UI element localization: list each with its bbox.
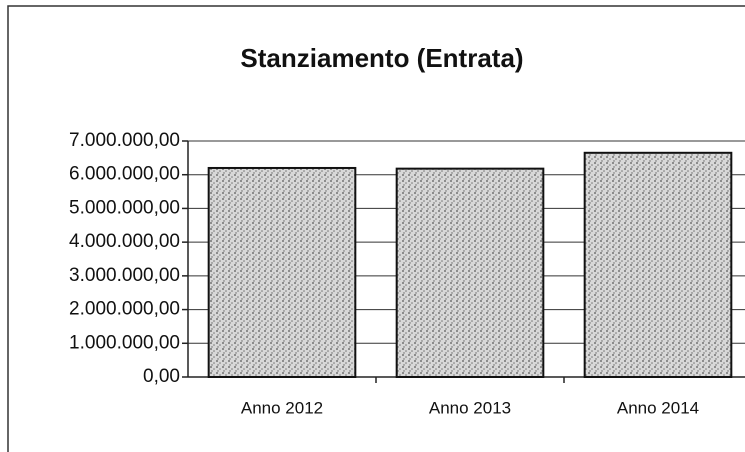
y-tick-label: 4.000.000,00 [69, 231, 180, 252]
bar [583, 151, 733, 378]
x-tick-label: Anno 2012 [241, 398, 323, 417]
y-tick-label: 1.000.000,00 [69, 332, 180, 353]
bar [207, 166, 357, 378]
x-tick-label: Anno 2013 [429, 398, 511, 417]
y-tick-label: 6.000.000,00 [69, 164, 180, 185]
chart-title: Stanziamento (Entrata) [240, 43, 523, 73]
y-tick-label: 5.000.000,00 [69, 197, 180, 218]
y-tick-label: 7.000.000,00 [69, 130, 180, 151]
x-tick-label: Anno 2014 [617, 398, 699, 417]
chart-frame [7, 5, 745, 452]
y-tick-label: 0,00 [143, 366, 180, 387]
bar [395, 167, 545, 378]
y-tick-label: 2.000.000,00 [69, 299, 180, 320]
y-tick-label: 3.000.000,00 [69, 265, 180, 286]
